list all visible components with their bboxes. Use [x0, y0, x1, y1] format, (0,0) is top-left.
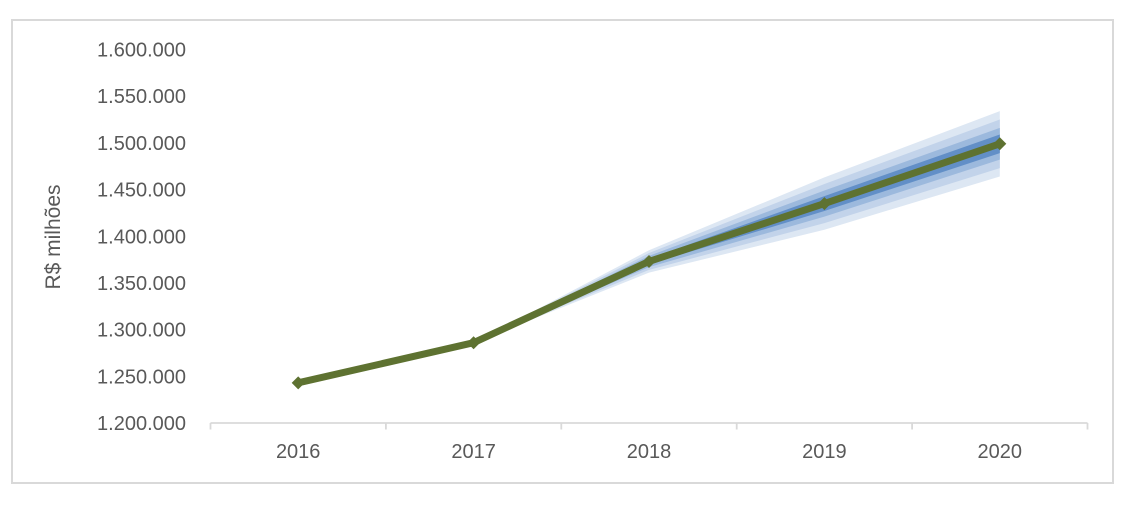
data-point-marker-2016 — [291, 376, 305, 390]
x-tick-label-2019: 2019 — [802, 441, 847, 463]
series-group — [291, 137, 1007, 390]
x-tick-label-2017: 2017 — [451, 441, 496, 463]
data-point-marker-2019 — [817, 197, 831, 211]
y-tick-label-1550000: 1.550.000 — [97, 86, 186, 108]
y-tick-label-1600000: 1.600.000 — [97, 40, 186, 62]
data-point-marker-2017 — [467, 336, 481, 350]
y-tick-label-1350000: 1.350.000 — [97, 273, 186, 295]
y-tick-label-1300000: 1.300.000 — [97, 320, 186, 342]
data-point-marker-2018 — [642, 254, 656, 268]
y-tick-label-1400000: 1.400.000 — [97, 226, 186, 248]
axes-group: 2016 2017 2018 2019 2020 1.200.000 1.250.000 1.… — [97, 40, 1089, 463]
y-tick-label-1450000: 1.450.000 — [97, 180, 186, 202]
x-tick-label-2018: 2018 — [627, 441, 672, 463]
x-tick-label-2020: 2020 — [978, 441, 1023, 463]
y-tick-label-1500000: 1.500.000 — [97, 133, 186, 155]
y-tick-label-1250000: 1.250.000 — [97, 366, 186, 388]
x-tick-label-2016: 2016 — [276, 441, 321, 463]
chart-border — [11, 19, 1114, 484]
y-axis-title: R$ milhões — [42, 184, 65, 289]
y-tick-label-1200000: 1.200.000 — [97, 413, 186, 435]
data-point-marker-2020 — [993, 137, 1007, 151]
